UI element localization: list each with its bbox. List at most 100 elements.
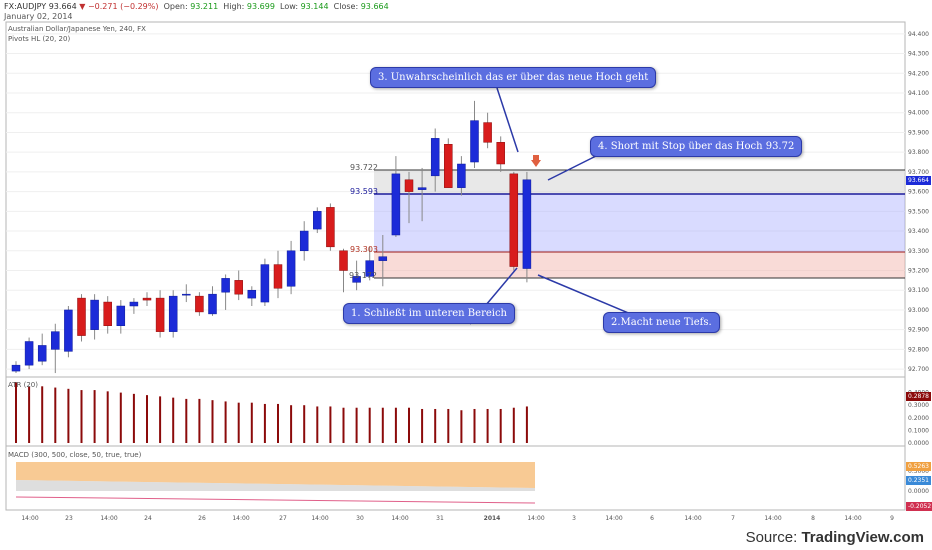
mid-zone (374, 194, 905, 252)
candle-body (64, 309, 73, 352)
time-tick-label: 9 (890, 515, 894, 522)
macd-area-orange (16, 462, 535, 488)
low-label: Low: (280, 2, 299, 11)
price-tick-label: 93.700 (908, 169, 929, 176)
atr-label: ATR (20) (8, 381, 38, 389)
open-value: 93.211 (190, 2, 219, 11)
time-tick-label: 7 (731, 515, 735, 522)
callout-1: 1. Schließt im unteren Bereich (343, 303, 516, 324)
callout-2: 2.Macht neue Tiefs. (603, 312, 720, 333)
macd-signal-line (15, 496, 536, 504)
candle-body (51, 331, 60, 350)
time-tick-label: 14:00 (844, 515, 861, 522)
macd-tick-label: 0.5000 (908, 468, 929, 475)
price-tick-label: 93.100 (908, 287, 929, 294)
candle-body (129, 301, 139, 307)
candle-body (470, 120, 479, 163)
candle-body (247, 289, 257, 299)
source-credit[interactable]: Source: TradingView.com (746, 529, 924, 546)
atr-tick-label: 0.0000 (908, 440, 929, 447)
candle-body (417, 187, 427, 190)
time-tick-label: 14:00 (684, 515, 701, 522)
callout3-pointer (496, 87, 519, 153)
upper-zone (374, 170, 905, 194)
time-tick-label: 30 (356, 515, 364, 522)
candle-body (37, 345, 47, 362)
callout2-pointer (537, 274, 639, 318)
atr-tick-label: 0.1000 (908, 427, 929, 434)
macd-label: MACD (300, 500, close, 50, true, true) (8, 451, 142, 459)
candle-body (313, 211, 322, 230)
low-value: 93.144 (300, 2, 329, 11)
source-prefix: Source: (745, 529, 802, 546)
price-tick-label: 92.900 (908, 327, 929, 334)
candle-body (483, 122, 492, 143)
short-arrow-stem (533, 155, 539, 160)
macd-axis: 0.5000 0.0000 (908, 468, 929, 495)
symbol-label[interactable]: FX:AUDJPY (4, 2, 47, 11)
candle-body (444, 144, 453, 188)
time-tick-label: 14:00 (232, 515, 249, 522)
candle-body (77, 297, 86, 336)
time-tick-label: 14:00 (391, 515, 408, 522)
candle-body (522, 179, 532, 269)
time-tick-label: 14:00 (764, 515, 781, 522)
time-tick-label: 31 (436, 515, 444, 522)
candle-body (221, 278, 230, 293)
time-tick-label: 14:00 (100, 515, 117, 522)
level-label-bottom: 93.172 (349, 271, 377, 280)
time-axis: 14:00 23 14:00 24 26 14:00 27 14:00 30 14:00 31 201… (21, 515, 894, 522)
candle-body (404, 179, 414, 192)
price-tick-label: 94.400 (908, 31, 929, 38)
symbol-quote-bar: FX:AUDJPY 93.664 ▼ −0.271 (−0.29%) Open:… (4, 2, 389, 11)
candle-body (457, 163, 466, 188)
pivots-label: Pivots HL (20, 20) (8, 35, 71, 43)
open-label: Open: (163, 2, 188, 11)
candle-body (339, 250, 348, 271)
time-tick-label: 3 (572, 515, 576, 522)
price-tick-label: 93.500 (908, 208, 929, 215)
level-label-low: 93.303 (350, 245, 378, 254)
macd-pane-frame (5, 445, 906, 511)
macd-badge-1: 0.5263 (906, 462, 931, 471)
last-price: 93.664 (48, 2, 77, 11)
candle-body (378, 256, 388, 261)
candle-body (116, 305, 126, 326)
time-tick-label: 24 (144, 515, 152, 522)
candle-body (496, 142, 505, 165)
time-tick-label: 14:00 (527, 515, 544, 522)
time-tick-label: 14:00 (21, 515, 38, 522)
candle-body (299, 230, 309, 252)
price-tick-label: 93.300 (908, 248, 929, 255)
callout-3: 3. Unwahrscheinlich das er über das neue… (370, 67, 657, 88)
macd-badge-3: -0.2052 (906, 502, 932, 511)
close-value: 93.664 (360, 2, 389, 11)
high-value: 93.699 (246, 2, 275, 11)
lower-zone (374, 252, 905, 278)
time-tick-label: 26 (198, 515, 206, 522)
price-tick-label: 93.400 (908, 228, 929, 235)
time-tick-label: 23 (65, 515, 73, 522)
price-tick-label: 92.700 (908, 366, 929, 373)
candle-body (182, 293, 191, 296)
candle-body (155, 297, 165, 332)
candle-body (168, 295, 178, 332)
time-tick-label: 2014 (484, 515, 501, 522)
last-price-badge: 93.664 (906, 176, 931, 185)
close-label: Close: (333, 2, 359, 11)
atr-value-badge: 0.2878 (906, 392, 931, 401)
price-tick-label: 94.000 (908, 110, 929, 117)
candle-body (509, 173, 519, 267)
candle-body (286, 250, 296, 287)
level-label-top: 93.722 (350, 163, 378, 172)
down-arrow-icon: ▼ (79, 2, 86, 11)
price-tick-label: 94.300 (908, 51, 929, 58)
atr-tick-label: 0.3000 (908, 402, 929, 409)
price-tick-label: 93.600 (908, 189, 929, 196)
time-tick-label: 14:00 (311, 515, 328, 522)
candle-body (273, 264, 283, 289)
candle-body (326, 207, 335, 248)
callout4-pointer (547, 154, 599, 181)
macd-badge-2: 0.2351 (906, 476, 931, 485)
short-arrow-icon (531, 160, 541, 167)
